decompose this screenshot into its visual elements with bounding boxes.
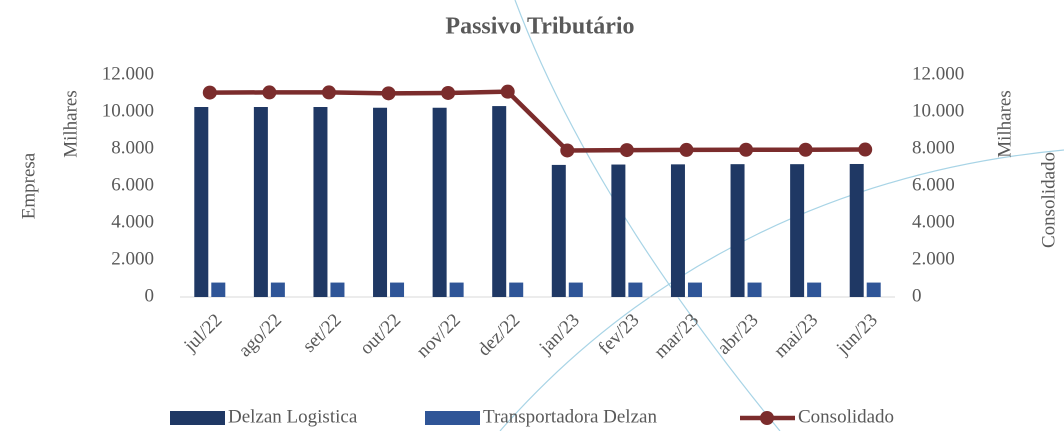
y-tick-label: 6.000 bbox=[111, 174, 154, 195]
y2-tick-label: 0 bbox=[912, 285, 922, 306]
y-axis-unit: Milhares bbox=[60, 90, 81, 158]
bar bbox=[253, 107, 268, 297]
line-marker bbox=[739, 142, 754, 157]
bar bbox=[611, 164, 626, 297]
bar bbox=[568, 282, 583, 297]
line-marker bbox=[619, 143, 634, 158]
x-tick-label: dez/22 bbox=[474, 310, 525, 361]
y2-tick-label: 8.000 bbox=[912, 137, 955, 158]
x-tick-label: ago/22 bbox=[235, 310, 286, 361]
line-marker bbox=[262, 85, 277, 100]
bar bbox=[790, 164, 805, 297]
bar bbox=[687, 282, 702, 297]
line-marker bbox=[679, 142, 694, 157]
line-marker bbox=[441, 85, 456, 100]
y-tick-label: 8.000 bbox=[111, 137, 154, 158]
bar bbox=[730, 164, 745, 297]
line-marker bbox=[321, 85, 336, 100]
x-tick-label: nov/22 bbox=[413, 310, 465, 362]
bar bbox=[628, 282, 643, 297]
x-tick-label: abr/23 bbox=[713, 310, 762, 359]
line-series bbox=[209, 89, 866, 153]
legend-label: Consolidado bbox=[798, 406, 894, 427]
bar bbox=[330, 282, 345, 297]
legend-label: Delzan Logistica bbox=[228, 406, 358, 427]
y2-tick-label: 4.000 bbox=[912, 211, 955, 232]
bar bbox=[449, 282, 464, 297]
bar bbox=[390, 282, 405, 297]
y2-axis-unit: Milhares bbox=[994, 90, 1015, 158]
bar bbox=[747, 282, 762, 297]
bar bbox=[211, 282, 226, 297]
y-tick-label: 12.000 bbox=[102, 63, 154, 84]
x-tick-label: jan/23 bbox=[535, 310, 584, 359]
bar bbox=[866, 282, 881, 297]
y2-tick-label: 10.000 bbox=[912, 100, 964, 121]
y-axis-title: Empresa bbox=[18, 152, 39, 219]
x-tick-label: fev/23 bbox=[594, 310, 643, 359]
bar bbox=[807, 282, 822, 297]
legend-swatch bbox=[425, 411, 480, 425]
bar bbox=[849, 163, 864, 297]
chart-title: Passivo Tributário bbox=[445, 14, 634, 40]
bar bbox=[313, 107, 328, 297]
bar bbox=[432, 107, 447, 298]
y-tick-label: 0 bbox=[145, 285, 155, 306]
y2-tick-label: 2.000 bbox=[912, 248, 955, 269]
line-marker bbox=[560, 143, 575, 158]
y2-axis-title: Consolidado bbox=[1038, 152, 1059, 248]
legend-swatch bbox=[760, 411, 774, 425]
legend-label: Transportadora Delzan bbox=[483, 406, 657, 427]
x-tick-label: jun/23 bbox=[832, 310, 882, 360]
bar bbox=[509, 282, 524, 297]
decor-curve bbox=[499, 149, 1064, 431]
x-tick-label: mai/23 bbox=[770, 310, 822, 362]
y2-tick-label: 12.000 bbox=[912, 63, 964, 84]
legend-swatch bbox=[170, 411, 225, 425]
x-tick-label: jul/22 bbox=[179, 310, 226, 357]
line-marker bbox=[500, 84, 515, 99]
y-tick-label: 4.000 bbox=[111, 211, 154, 232]
bar bbox=[670, 164, 685, 297]
y-tick-label: 2.000 bbox=[111, 248, 154, 269]
y2-tick-label: 6.000 bbox=[912, 174, 955, 195]
bar bbox=[373, 107, 388, 298]
x-tick-label: out/22 bbox=[356, 310, 405, 359]
x-tick-label: set/22 bbox=[299, 310, 346, 357]
line-marker bbox=[202, 85, 217, 100]
line-marker bbox=[798, 142, 813, 157]
line-marker bbox=[381, 86, 396, 101]
line-marker bbox=[858, 142, 873, 157]
bar bbox=[270, 282, 285, 297]
bar bbox=[551, 164, 566, 297]
y-tick-label: 10.000 bbox=[102, 100, 154, 121]
x-tick-label: mar/23 bbox=[650, 310, 703, 363]
bar bbox=[492, 106, 507, 297]
bar bbox=[194, 107, 209, 297]
